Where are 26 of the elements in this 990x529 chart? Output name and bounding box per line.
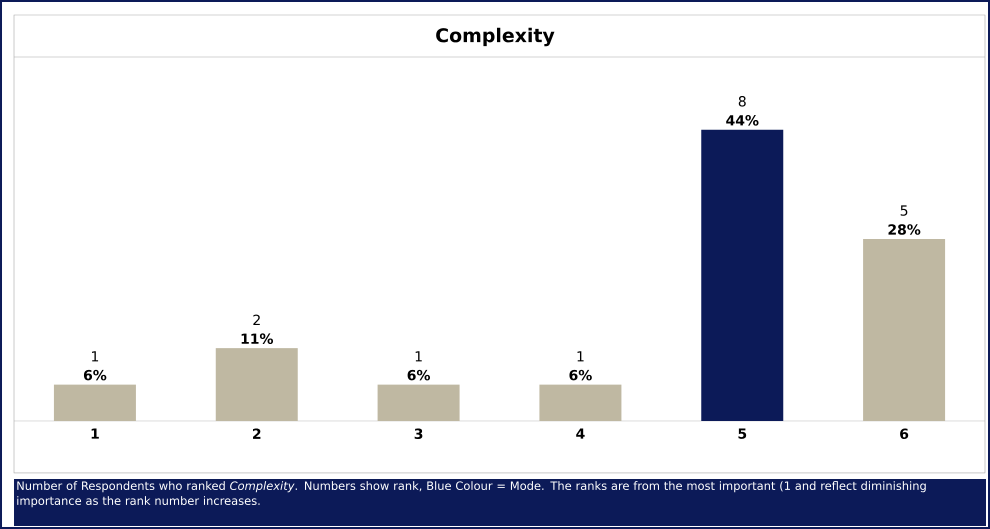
annotation: 6%: [569, 370, 592, 380]
bar: [378, 384, 460, 421]
annotation: 6%: [408, 370, 430, 380]
bar: [863, 238, 946, 421]
annotation: 44%: [726, 115, 759, 126]
x-tick-label: 2: [253, 428, 260, 439]
annotation: 28%: [888, 224, 920, 235]
annotation: 11%: [242, 333, 274, 344]
bar: [539, 384, 622, 421]
data-label: 1: [416, 351, 422, 362]
text: Number of Respondents who ranked Complexity. Numbers show rank, Blue Colour = Mode. The ranks are from the most important (1 and reflect diminishing importance as the rank number increases.: [17, 481, 926, 508]
data-label: 1: [92, 351, 98, 362]
x-tick-label: 1: [92, 428, 99, 439]
x-tick-label: 5: [738, 428, 746, 439]
x-tick-label: 4: [576, 428, 585, 439]
bar: [54, 384, 136, 421]
data-label: 5: [900, 205, 908, 216]
chart-title: Complexity: [436, 28, 554, 46]
data-label: 2: [253, 314, 260, 325]
data-label: 1: [578, 351, 584, 362]
annotation: 6%: [84, 370, 106, 380]
bar: [701, 130, 784, 421]
bar: [216, 348, 298, 421]
x-tick-label: 3: [414, 428, 422, 440]
data-label: 8: [738, 96, 746, 107]
x-tick-label: 6: [900, 428, 908, 440]
